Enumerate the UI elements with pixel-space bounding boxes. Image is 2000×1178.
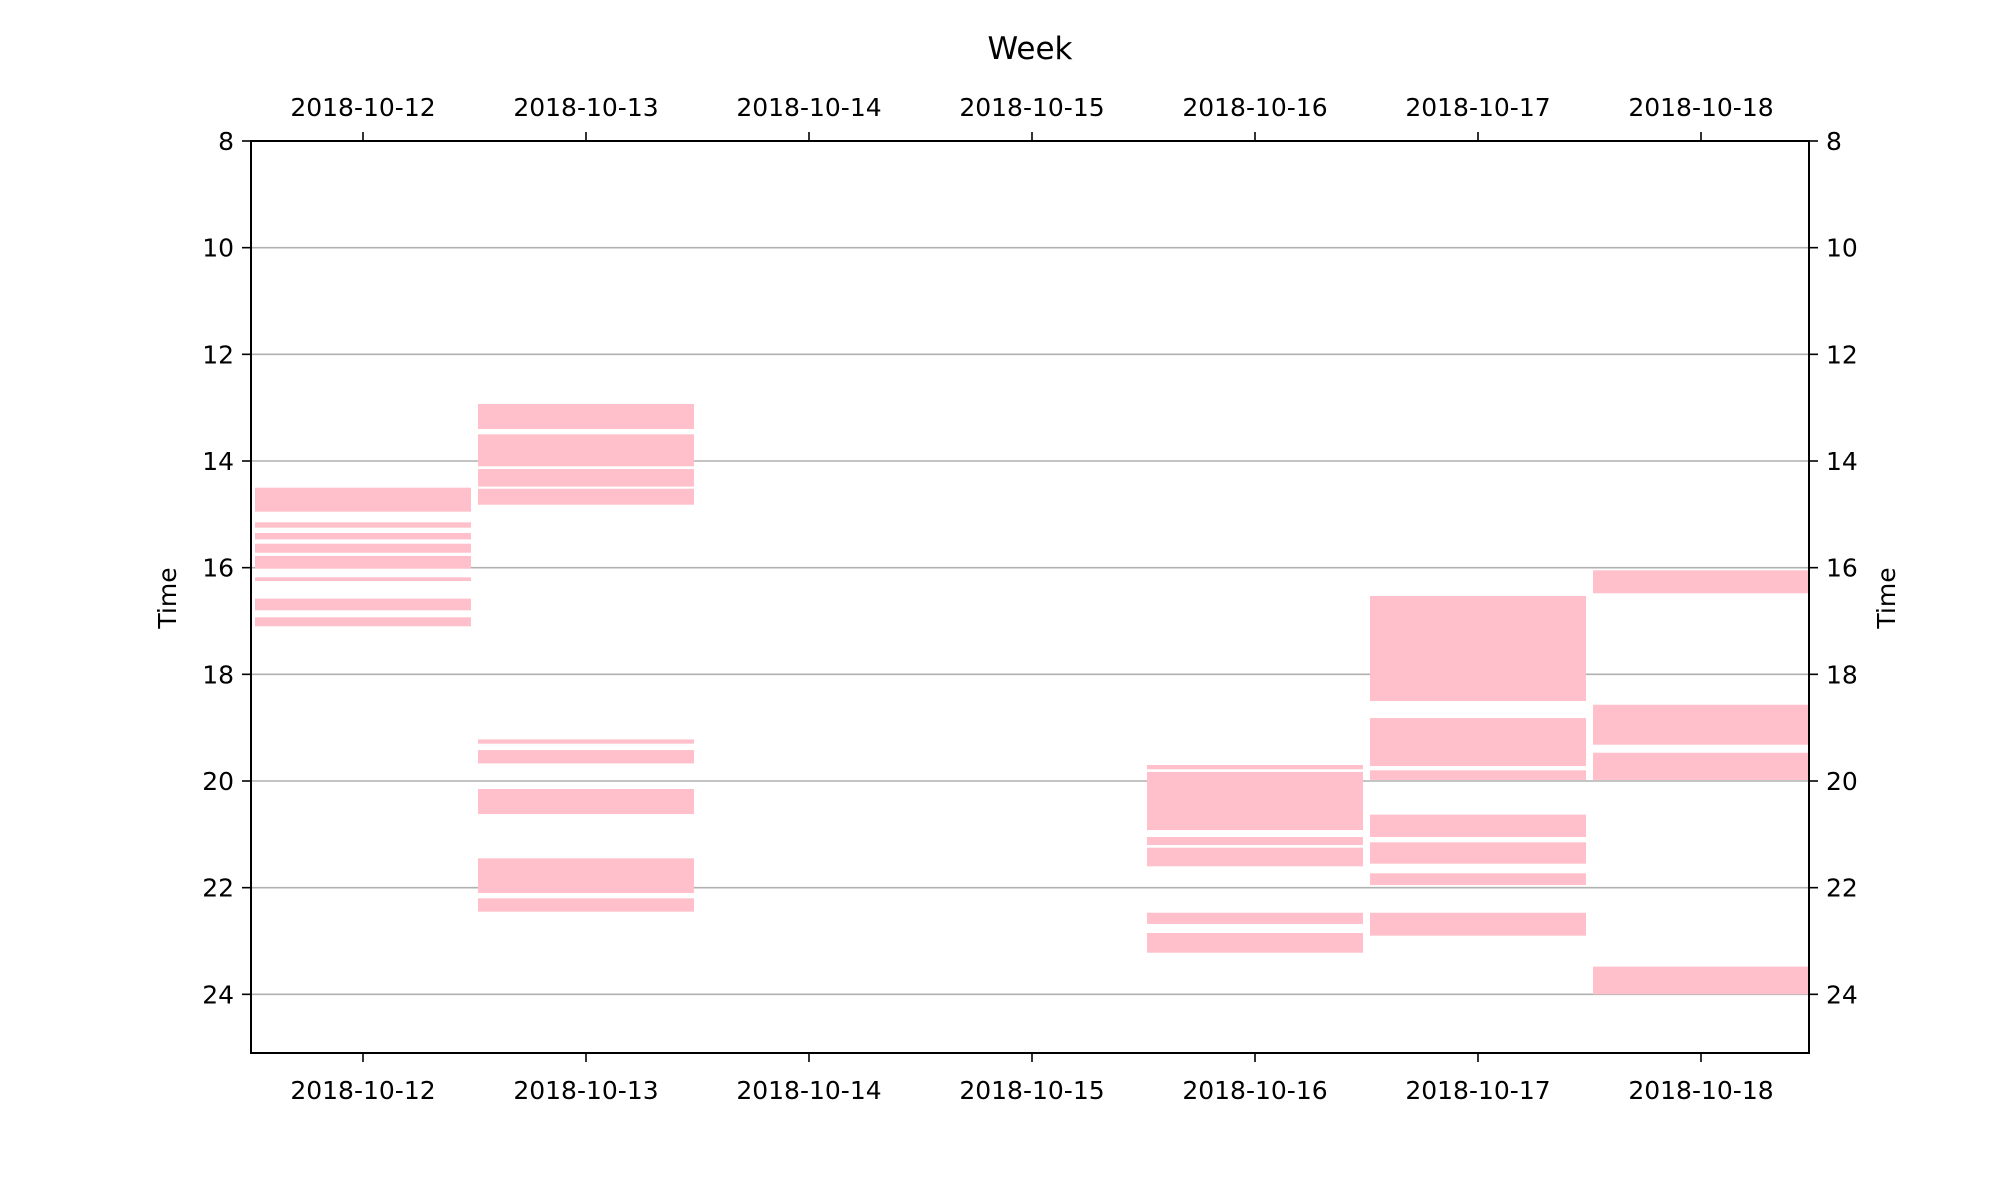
- x-tick-label-bottom-2: 2018-10-14: [736, 1076, 881, 1105]
- y-tick-label-left-4: 16: [202, 554, 234, 583]
- x-tick-label-bottom-5: 2018-10-17: [1405, 1076, 1550, 1105]
- bar-2018-10-16-1: [1147, 771, 1363, 831]
- bar-2018-10-13-7: [478, 858, 694, 893]
- axes: 8 8 10 10 12 12 14 14 16 16 18 18 20 20 22 22 24 24 2018-1…: [202, 93, 1858, 1105]
- y-axis-label-left: Time: [153, 567, 182, 629]
- chart-title: Week: [988, 31, 1073, 67]
- bar-2018-10-13-0: [478, 403, 694, 429]
- y-tick-label-left-7: 22: [202, 874, 234, 903]
- bar-2018-10-12-3: [255, 543, 471, 553]
- bar-2018-10-13-8: [478, 898, 694, 912]
- y-tick-label-left-3: 14: [202, 447, 234, 476]
- x-tick-label-top-3: 2018-10-15: [959, 93, 1104, 122]
- y-tick-label-right-6: 20: [1826, 767, 1858, 796]
- bar-2018-10-16-3: [1147, 847, 1363, 867]
- bar-2018-10-17-2: [1370, 770, 1586, 780]
- y-tick-label-left-5: 18: [202, 660, 234, 689]
- bar-2018-10-12-6: [255, 598, 471, 611]
- bar-2018-10-12-5: [255, 577, 471, 581]
- x-tick-label-bottom-0: 2018-10-12: [290, 1076, 435, 1105]
- bar-2018-10-16-5: [1147, 933, 1363, 953]
- y-tick-label-right-2: 12: [1826, 340, 1858, 369]
- y-tick-label-left-6: 20: [202, 767, 234, 796]
- bar-2018-10-12-4: [255, 555, 471, 569]
- plot-frame: [250, 140, 1810, 1054]
- x-tick-label-bottom-1: 2018-10-13: [513, 1076, 658, 1105]
- x-tick-label-top-0: 2018-10-12: [290, 93, 435, 122]
- x-tick-label-top-5: 2018-10-17: [1405, 93, 1550, 122]
- y-tick-label-left-1: 10: [202, 234, 234, 263]
- y-tick-label-right-3: 14: [1826, 447, 1858, 476]
- bar-2018-10-12-0: [255, 487, 471, 512]
- y-tick-label-left-2: 12: [202, 340, 234, 369]
- bar-2018-10-13-6: [478, 789, 694, 815]
- bar-2018-10-17-4: [1370, 842, 1586, 864]
- bars: [255, 403, 1809, 995]
- x-tick-label-top-6: 2018-10-18: [1628, 93, 1773, 122]
- bar-2018-10-12-7: [255, 617, 471, 627]
- bar-2018-10-16-2: [1147, 837, 1363, 845]
- y-tick-label-left-8: 24: [202, 980, 234, 1009]
- bar-2018-10-16-4: [1147, 912, 1363, 924]
- x-tick-label-top-4: 2018-10-16: [1182, 93, 1327, 122]
- bar-2018-10-17-0: [1370, 595, 1586, 701]
- y-tick-label-right-5: 18: [1826, 660, 1858, 689]
- bar-2018-10-12-2: [255, 533, 471, 540]
- y-axis-label-right: Time: [1872, 567, 1901, 629]
- bar-2018-10-18-3: [1593, 966, 1809, 995]
- bar-2018-10-18-0: [1593, 570, 1809, 594]
- y-tick-label-left-0: 8: [218, 127, 234, 156]
- bar-2018-10-17-1: [1370, 718, 1586, 767]
- bar-2018-10-17-6: [1370, 912, 1586, 936]
- bar-2018-10-17-5: [1370, 873, 1586, 885]
- y-tick-label-right-8: 24: [1826, 980, 1858, 1009]
- bar-2018-10-13-4: [478, 739, 694, 744]
- x-tick-label-top-2: 2018-10-14: [736, 93, 881, 122]
- bar-2018-10-17-3: [1370, 814, 1586, 837]
- x-tick-label-bottom-6: 2018-10-18: [1628, 1076, 1773, 1105]
- bar-2018-10-13-1: [478, 434, 694, 467]
- bar-2018-10-18-1: [1593, 704, 1809, 745]
- y-tick-label-right-4: 16: [1826, 554, 1858, 583]
- bar-2018-10-13-2: [478, 469, 694, 487]
- bar-2018-10-18-2: [1593, 752, 1809, 780]
- x-tick-label-top-1: 2018-10-13: [513, 93, 658, 122]
- bar-2018-10-12-1: [255, 522, 471, 528]
- bar-2018-10-13-5: [478, 750, 694, 764]
- x-tick-label-bottom-4: 2018-10-16: [1182, 1076, 1327, 1105]
- y-tick-label-right-1: 10: [1826, 234, 1858, 263]
- y-tick-label-right-0: 8: [1826, 127, 1842, 156]
- bar-2018-10-13-3: [478, 488, 694, 505]
- bar-2018-10-16-0: [1147, 765, 1363, 770]
- y-tick-label-right-7: 22: [1826, 874, 1858, 903]
- x-tick-label-bottom-3: 2018-10-15: [959, 1076, 1104, 1105]
